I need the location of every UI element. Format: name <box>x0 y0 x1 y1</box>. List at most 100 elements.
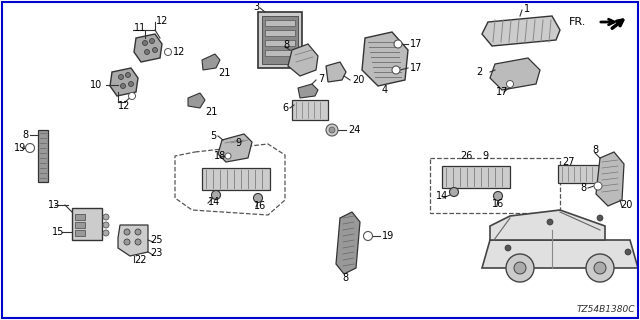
Polygon shape <box>326 62 346 82</box>
Circle shape <box>329 127 335 133</box>
Circle shape <box>586 254 614 282</box>
Circle shape <box>594 182 602 190</box>
Bar <box>258 12 302 68</box>
Circle shape <box>150 38 154 44</box>
Text: 21: 21 <box>218 68 230 78</box>
Bar <box>38 130 48 182</box>
Polygon shape <box>336 212 360 274</box>
Circle shape <box>125 73 131 77</box>
Circle shape <box>505 245 511 251</box>
Circle shape <box>103 214 109 220</box>
Polygon shape <box>202 54 220 70</box>
Circle shape <box>145 50 150 54</box>
Text: 5: 5 <box>210 131 216 141</box>
Text: 24: 24 <box>348 125 360 135</box>
Circle shape <box>547 219 553 225</box>
Circle shape <box>129 92 136 100</box>
Text: 12: 12 <box>173 47 186 57</box>
Text: 19: 19 <box>14 143 26 153</box>
Bar <box>558 165 610 183</box>
Circle shape <box>506 254 534 282</box>
Text: 8: 8 <box>283 40 289 50</box>
Text: 8: 8 <box>592 145 598 155</box>
Text: 27: 27 <box>562 157 575 167</box>
Circle shape <box>124 239 130 245</box>
Text: 17: 17 <box>496 87 508 97</box>
Text: TZ54B1380C: TZ54B1380C <box>577 305 635 314</box>
Polygon shape <box>288 44 318 76</box>
Circle shape <box>625 249 631 255</box>
Circle shape <box>120 84 125 89</box>
Polygon shape <box>482 240 638 268</box>
Text: 4: 4 <box>382 85 388 95</box>
Text: 14: 14 <box>436 191 448 201</box>
Bar <box>75 222 85 228</box>
Text: 1: 1 <box>524 4 530 14</box>
Circle shape <box>493 191 502 201</box>
Circle shape <box>225 153 231 159</box>
Bar <box>265 30 295 36</box>
Text: 22: 22 <box>134 255 147 265</box>
Polygon shape <box>362 32 408 86</box>
Text: 17: 17 <box>410 63 422 73</box>
Circle shape <box>211 190 221 199</box>
Circle shape <box>152 47 157 52</box>
Bar <box>442 166 510 188</box>
Bar <box>430 158 560 213</box>
Circle shape <box>594 262 606 274</box>
Text: 25: 25 <box>150 235 163 245</box>
Polygon shape <box>298 84 318 98</box>
Text: 19: 19 <box>382 231 394 241</box>
Text: 13: 13 <box>48 200 60 210</box>
Circle shape <box>26 143 35 153</box>
Text: 8: 8 <box>580 183 586 193</box>
Circle shape <box>103 222 109 228</box>
Text: 14: 14 <box>208 197 220 207</box>
Circle shape <box>394 40 402 48</box>
Circle shape <box>514 262 526 274</box>
Text: 17: 17 <box>410 39 422 49</box>
Text: 18: 18 <box>214 151 227 161</box>
Text: 23: 23 <box>150 248 163 258</box>
Text: 7: 7 <box>318 74 324 84</box>
Circle shape <box>143 41 147 45</box>
Polygon shape <box>490 210 605 240</box>
Text: 3: 3 <box>253 2 259 12</box>
Bar <box>262 16 298 64</box>
Text: 16: 16 <box>492 199 504 209</box>
Circle shape <box>506 81 513 87</box>
Polygon shape <box>134 34 162 62</box>
Circle shape <box>597 215 603 221</box>
Circle shape <box>124 229 130 235</box>
Text: 9: 9 <box>482 151 488 161</box>
Text: 8: 8 <box>342 273 348 283</box>
Circle shape <box>129 82 134 86</box>
Circle shape <box>253 194 262 203</box>
Text: 15: 15 <box>52 227 65 237</box>
Text: 10: 10 <box>90 80 102 90</box>
Text: 16: 16 <box>254 201 266 211</box>
Text: 20: 20 <box>620 200 632 210</box>
Circle shape <box>135 239 141 245</box>
Text: 9: 9 <box>235 138 241 148</box>
Bar <box>265 20 295 26</box>
Text: 6: 6 <box>282 103 288 113</box>
Polygon shape <box>188 93 205 108</box>
Text: 26: 26 <box>460 151 472 161</box>
Polygon shape <box>218 134 252 162</box>
Circle shape <box>164 49 172 55</box>
Circle shape <box>449 188 458 196</box>
Circle shape <box>326 124 338 136</box>
Text: 11: 11 <box>134 23 147 33</box>
Circle shape <box>103 230 109 236</box>
Polygon shape <box>490 58 540 90</box>
Bar <box>75 214 85 220</box>
Bar <box>265 50 295 56</box>
Polygon shape <box>482 16 560 46</box>
Bar <box>75 230 85 236</box>
Bar <box>72 208 102 240</box>
Text: 8: 8 <box>22 130 28 140</box>
Text: 21: 21 <box>205 107 218 117</box>
Circle shape <box>135 229 141 235</box>
Text: 2: 2 <box>476 67 483 77</box>
